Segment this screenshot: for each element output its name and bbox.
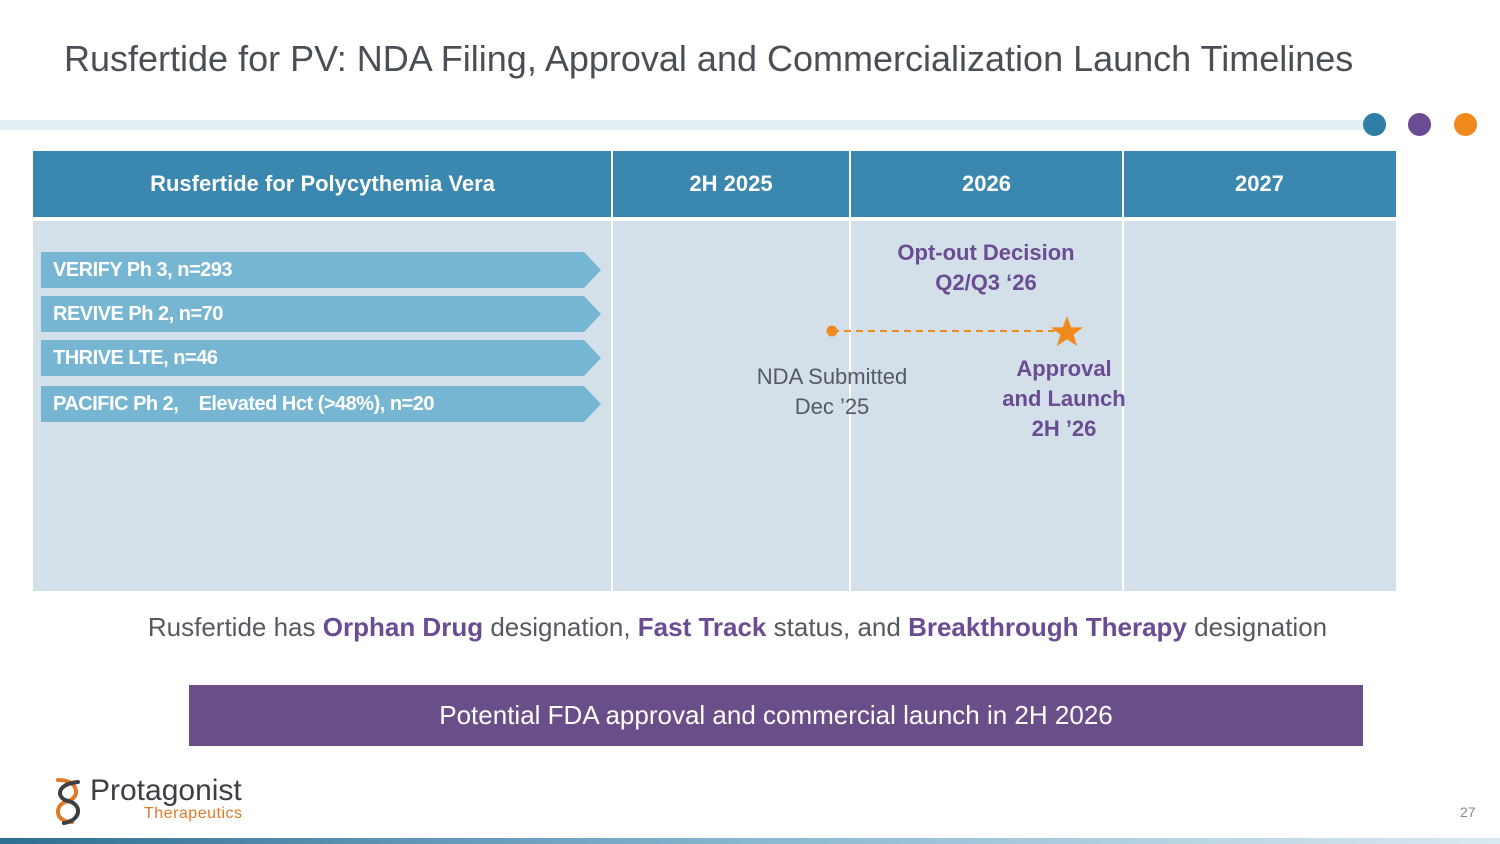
column-divider xyxy=(611,151,613,591)
nda-line-2: Dec ’25 xyxy=(794,394,870,419)
decor-dot-blue xyxy=(1363,113,1386,136)
approval-line-3: 2H ’26 xyxy=(1031,416,1097,441)
header-program: Rusfertide for Polycythemia Vera xyxy=(150,171,495,196)
approval-launch-label: Approval and Launch 2H ’26 xyxy=(980,354,1148,444)
decor-dot-purple xyxy=(1408,113,1431,136)
opt-out-line-2: Q2/Q3 ‘26 xyxy=(935,270,1037,295)
designation-text: designation, xyxy=(483,612,638,642)
approval-star-icon xyxy=(1050,316,1084,346)
logo-subtitle: Therapeutics xyxy=(144,805,243,822)
approval-line-2: and Launch xyxy=(1002,386,1126,411)
column-divider xyxy=(849,151,851,591)
study-arrow-pacific: PACIFIC Ph 2, Elevated Hct (>48%), n=20 xyxy=(41,386,601,422)
study-arrow-thrive: THRIVE LTE, n=46 xyxy=(41,340,601,376)
approval-line-1: Approval xyxy=(1016,356,1112,381)
nda-submitted-marker xyxy=(826,325,838,337)
orphan-drug-highlight: Orphan Drug xyxy=(322,612,484,642)
title-underline xyxy=(0,120,1365,130)
header-2026: 2026 xyxy=(962,171,1011,196)
opt-out-decision-label: Opt-out Decision Q2/Q3 ‘26 xyxy=(876,238,1096,298)
nda-line-1: NDA Submitted xyxy=(756,364,908,389)
column-divider xyxy=(1122,151,1124,591)
page-number: 27 xyxy=(1460,804,1476,820)
timeline-table-header: Rusfertide for Polycythemia Vera 2H 2025… xyxy=(33,151,1396,217)
header-2h-2025: 2H 2025 xyxy=(689,171,773,196)
study-arrow-revive: REVIVE Ph 2, n=70 xyxy=(41,296,601,332)
breakthrough-therapy-highlight: Breakthrough Therapy xyxy=(908,612,1187,642)
page-title: Rusfertide for PV: NDA Filing, Approval … xyxy=(64,38,1354,79)
protagonist-logo-icon xyxy=(56,778,80,825)
designation-text: status, and xyxy=(766,612,909,642)
fast-track-highlight: Fast Track xyxy=(637,612,767,642)
fda-approval-banner: Potential FDA approval and commercial la… xyxy=(189,685,1363,746)
designation-statement: Rusfertide has Orphan Drug designation, … xyxy=(0,612,1475,643)
nda-submitted-label: NDA Submitted Dec ’25 xyxy=(740,362,924,422)
logo-wordmark: Protagonist xyxy=(90,774,242,807)
study-arrow-verify: VERIFY Ph 3, n=293 xyxy=(41,252,601,288)
header-2027: 2027 xyxy=(1235,171,1284,196)
nda-to-approval-timeline xyxy=(826,316,1084,346)
designation-text: designation xyxy=(1186,612,1328,642)
designation-text: Rusfertide has xyxy=(147,612,323,642)
footer-gradient-bar xyxy=(0,838,1500,844)
opt-out-line-1: Opt-out Decision xyxy=(897,240,1075,265)
decor-dot-orange xyxy=(1454,113,1477,136)
